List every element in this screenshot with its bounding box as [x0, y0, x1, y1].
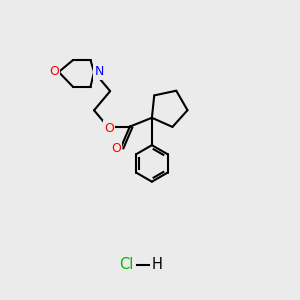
Text: N: N — [94, 65, 104, 79]
Text: O: O — [111, 142, 121, 155]
Text: H: H — [152, 257, 163, 272]
Text: Cl: Cl — [119, 257, 134, 272]
Text: O: O — [49, 65, 59, 79]
Text: O: O — [104, 122, 114, 135]
